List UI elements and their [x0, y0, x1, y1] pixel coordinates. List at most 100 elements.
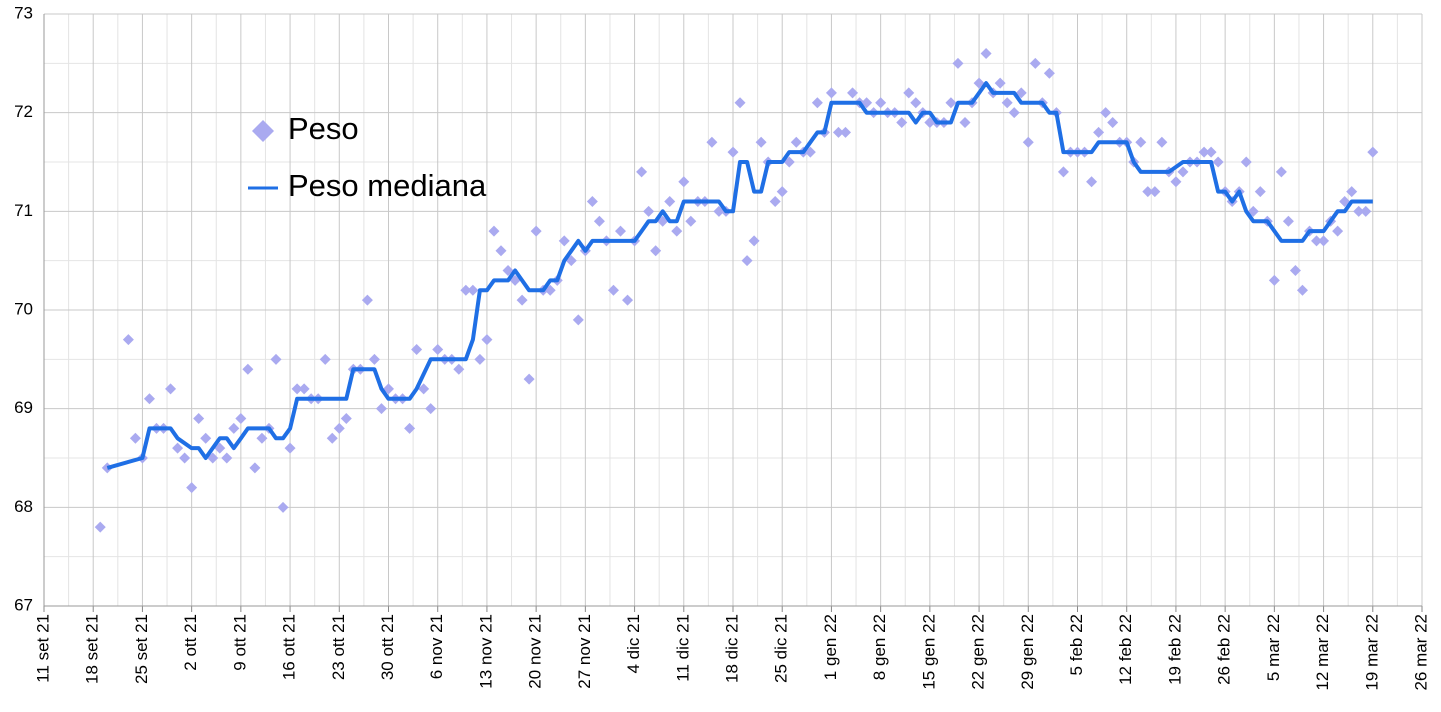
x-tick-label: 11 set 21 [33, 614, 52, 683]
x-tick-label: 26 feb 22 [1215, 614, 1234, 685]
point [122, 334, 134, 346]
point [221, 452, 233, 464]
y-tick-label: 72 [14, 102, 33, 121]
point [165, 383, 177, 395]
point [425, 403, 437, 415]
point [1170, 176, 1182, 188]
point [1296, 284, 1308, 296]
point [959, 117, 971, 129]
point [404, 422, 416, 434]
point [1008, 107, 1020, 119]
point [340, 413, 352, 425]
x-tick-label: 25 set 21 [132, 614, 151, 684]
point [945, 97, 957, 109]
legend-symbol [252, 120, 274, 142]
point [495, 245, 507, 257]
point [333, 422, 345, 434]
x-tick-label: 18 dic 21 [722, 614, 741, 683]
point [523, 373, 535, 385]
x-tick-label: 12 feb 22 [1116, 614, 1135, 685]
point [558, 235, 570, 247]
point [650, 245, 662, 257]
point [1205, 146, 1217, 158]
point [200, 432, 212, 444]
point [1360, 205, 1372, 217]
point [727, 146, 739, 158]
x-tick-label: 19 mar 22 [1362, 614, 1381, 691]
point [1086, 176, 1098, 188]
point [748, 235, 760, 247]
point [172, 442, 184, 454]
point [755, 136, 767, 148]
point [516, 294, 528, 306]
point [1212, 156, 1224, 168]
point [1332, 225, 1344, 237]
point [474, 353, 486, 365]
point [228, 422, 240, 434]
point [411, 343, 423, 355]
point [643, 205, 655, 217]
x-tick-label: 6 nov 21 [427, 614, 446, 679]
point [1107, 117, 1119, 129]
x-tick-label: 2 ott 21 [181, 614, 200, 671]
point [776, 186, 788, 198]
point [1177, 166, 1189, 178]
point [1029, 57, 1041, 69]
point [1149, 186, 1161, 198]
point [1156, 136, 1168, 148]
point [235, 413, 247, 425]
point [1093, 126, 1105, 138]
x-tick-label: 27 nov 21 [575, 614, 594, 689]
x-tick-label: 4 dic 21 [624, 614, 643, 674]
point [1282, 215, 1294, 227]
point [685, 215, 697, 227]
x-tick-label: 15 gen 22 [919, 614, 938, 690]
point [903, 87, 915, 99]
point [832, 126, 844, 138]
point [1100, 107, 1112, 119]
point [256, 432, 268, 444]
point [1289, 265, 1301, 277]
point [671, 225, 683, 237]
x-tick-label: 1 gen 22 [821, 614, 840, 680]
point [615, 225, 627, 237]
point [1001, 97, 1013, 109]
x-tick-label: 19 feb 22 [1165, 614, 1184, 685]
point [636, 166, 648, 178]
point [460, 284, 472, 296]
point [1254, 186, 1266, 198]
x-tick-label: 16 ott 21 [280, 614, 299, 680]
point [1142, 186, 1154, 198]
x-tick-label: 9 ott 21 [230, 614, 249, 671]
point [952, 57, 964, 69]
x-tick-label: 26 mar 22 [1411, 614, 1430, 691]
line [106, 81, 1373, 470]
point [769, 195, 781, 207]
point [664, 195, 676, 207]
point [94, 521, 106, 533]
y-tick-label: 67 [14, 595, 33, 614]
point [565, 255, 577, 267]
point [847, 87, 859, 99]
x-tick-label: 8 gen 22 [870, 614, 889, 680]
point [432, 343, 444, 355]
point [994, 77, 1006, 89]
point [368, 353, 380, 365]
y-tick-label: 70 [14, 299, 33, 318]
point [593, 215, 605, 227]
point [291, 383, 303, 395]
point [179, 452, 191, 464]
x-tick-label: 23 ott 21 [329, 614, 348, 680]
x-tick-label: 5 feb 22 [1067, 614, 1086, 675]
point [1135, 136, 1147, 148]
point [186, 482, 198, 494]
point [1367, 146, 1379, 158]
point [875, 97, 887, 109]
point [980, 47, 992, 59]
x-tick-label: 22 gen 22 [969, 614, 988, 690]
point [1198, 146, 1210, 158]
x-tick-label: 20 nov 21 [526, 614, 545, 689]
point [453, 363, 465, 375]
x-tick-label: 29 gen 22 [1018, 614, 1037, 690]
